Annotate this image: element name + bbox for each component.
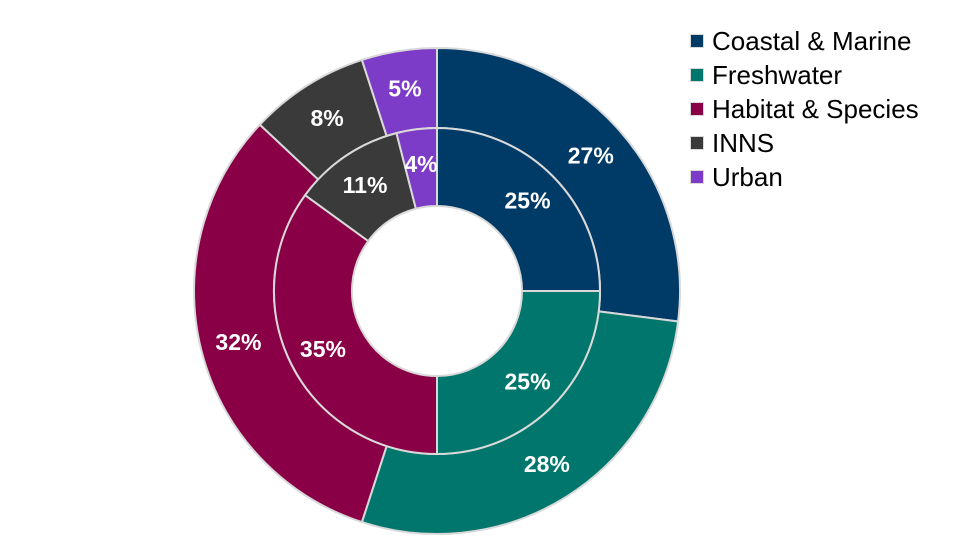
legend-item-freshwater[interactable]: Freshwater bbox=[690, 58, 919, 92]
inner-label-urban: 4% bbox=[404, 151, 437, 177]
inner-slice-coastal-marine[interactable] bbox=[436, 126, 602, 292]
inner-label-inns: 11% bbox=[343, 172, 388, 198]
legend-label: Coastal & Marine bbox=[712, 25, 912, 56]
outer-label-habitat-species: 32% bbox=[215, 329, 261, 355]
legend-label: Habitat & Species bbox=[712, 93, 919, 124]
inner-slice-freshwater[interactable] bbox=[436, 290, 602, 456]
legend-label: Freshwater bbox=[712, 59, 843, 90]
legend-item-coastal-marine[interactable]: Coastal & Marine bbox=[690, 24, 919, 58]
outer-label-inns: 8% bbox=[311, 105, 344, 131]
inner-label-habitat-species: 35% bbox=[300, 336, 346, 362]
inner-label-coastal-marine: 25% bbox=[504, 187, 550, 213]
outer-label-coastal-marine: 27% bbox=[568, 142, 614, 168]
legend-swatch bbox=[690, 170, 704, 184]
inner-slice-habitat-species[interactable] bbox=[273, 193, 438, 456]
legend-label: INNS bbox=[712, 127, 775, 158]
inner-ring bbox=[273, 126, 602, 456]
inner-slice-urban[interactable] bbox=[395, 126, 438, 210]
segment-labels: 27% 28% 32% 8% 5% 25% 25% 35% 11% 4% bbox=[215, 76, 613, 478]
legend-swatch bbox=[690, 136, 704, 150]
outer-label-freshwater: 28% bbox=[524, 451, 570, 477]
legend-item-inns[interactable]: INNS bbox=[690, 126, 919, 160]
outer-ring bbox=[193, 46, 681, 535]
legend-item-habitat-species[interactable]: Habitat & Species bbox=[690, 92, 919, 126]
legend-item-urban[interactable]: Urban bbox=[690, 160, 919, 194]
inner-label-freshwater: 25% bbox=[504, 369, 550, 395]
legend-swatch bbox=[690, 102, 704, 116]
legend-label: Urban bbox=[712, 161, 783, 192]
outer-label-urban: 5% bbox=[388, 76, 421, 102]
legend-swatch bbox=[690, 34, 704, 48]
legend-swatch bbox=[690, 68, 704, 82]
legend: Coastal & Marine Freshwater Habitat & Sp… bbox=[690, 24, 919, 194]
